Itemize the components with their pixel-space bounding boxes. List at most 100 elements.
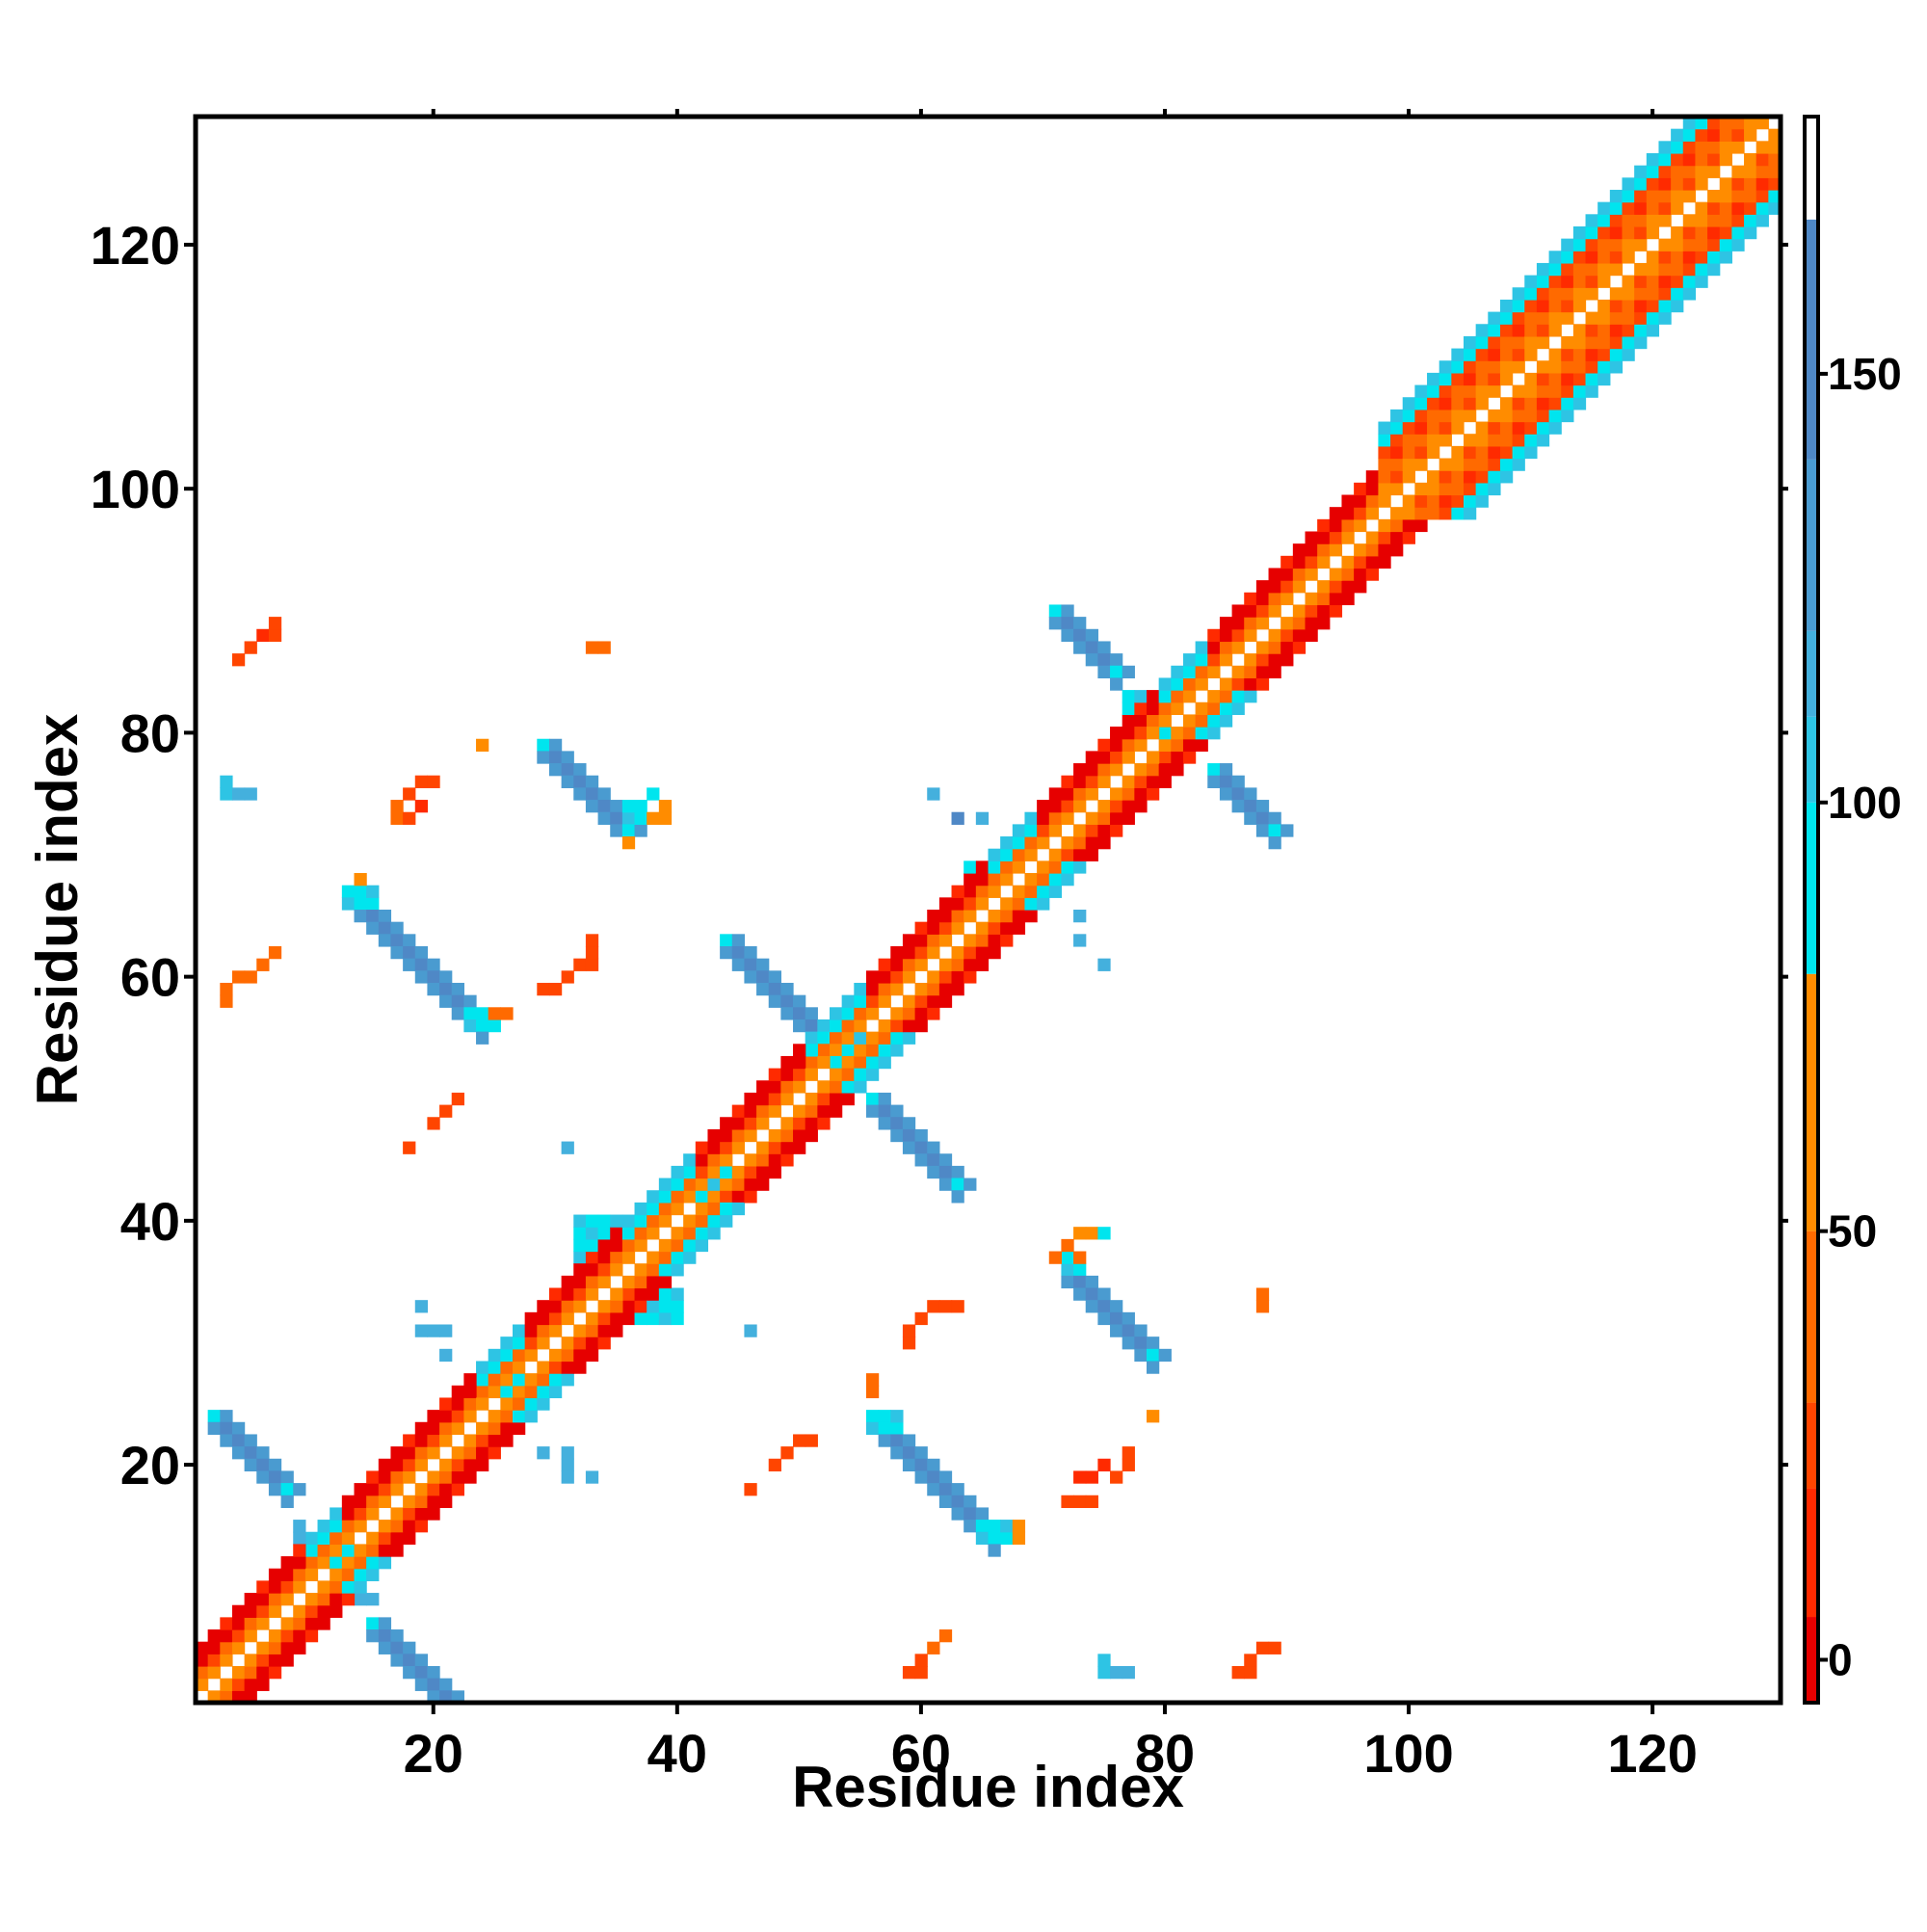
heatmap-cell bbox=[414, 958, 429, 971]
heatmap-cell bbox=[1658, 299, 1672, 313]
heatmap-cell bbox=[488, 1410, 501, 1423]
heatmap-cell bbox=[280, 1495, 294, 1509]
heatmap-cell bbox=[707, 1227, 721, 1240]
heatmap-cell bbox=[865, 982, 880, 996]
heatmap-cell bbox=[451, 1690, 464, 1704]
heatmap-cell bbox=[1402, 531, 1415, 544]
heatmap-cell bbox=[1707, 141, 1721, 154]
heatmap-cell bbox=[964, 860, 977, 874]
heatmap-cell bbox=[805, 1007, 818, 1020]
heatmap-cell bbox=[1061, 628, 1074, 643]
heatmap-cell bbox=[731, 1128, 746, 1143]
heatmap-cell bbox=[780, 994, 794, 1008]
heatmap-cell bbox=[830, 1055, 843, 1070]
heatmap-cell bbox=[1147, 690, 1160, 703]
heatmap-cell bbox=[1499, 299, 1514, 313]
heatmap-cell bbox=[1378, 555, 1391, 569]
heatmap-cell bbox=[975, 885, 990, 898]
heatmap-cell bbox=[220, 1654, 233, 1667]
heatmap-cell bbox=[1536, 324, 1550, 337]
heatmap-cell bbox=[671, 1178, 684, 1191]
heatmap-cell bbox=[720, 1165, 733, 1179]
heatmap-cell bbox=[1048, 800, 1063, 813]
heatmap-cell bbox=[1292, 543, 1307, 557]
heatmap-cell bbox=[1365, 494, 1380, 508]
heatmap-cell bbox=[463, 1410, 477, 1423]
heatmap-cell bbox=[1134, 787, 1148, 801]
heatmap-cell bbox=[1488, 445, 1501, 460]
heatmap-cell bbox=[1085, 1227, 1098, 1240]
heatmap-cell bbox=[793, 1434, 806, 1447]
heatmap-cell bbox=[1609, 238, 1623, 251]
heatmap-cell bbox=[817, 1092, 831, 1106]
heatmap-cell bbox=[573, 1263, 587, 1277]
heatmap-cell bbox=[500, 1421, 514, 1436]
heatmap-cell bbox=[902, 945, 916, 960]
heatmap-cell bbox=[902, 934, 916, 947]
heatmap-cell bbox=[390, 1520, 404, 1533]
heatmap-cell bbox=[573, 1227, 587, 1240]
heatmap-cell bbox=[720, 1153, 733, 1167]
heatmap-cell bbox=[890, 1434, 904, 1447]
heatmap-cell bbox=[1536, 397, 1550, 410]
heatmap-cell bbox=[1231, 677, 1245, 691]
heatmap-cell bbox=[720, 1128, 733, 1143]
heatmap-cell bbox=[988, 1520, 1001, 1533]
heatmap-cell bbox=[1695, 165, 1708, 178]
heatmap-cell bbox=[403, 1654, 416, 1667]
heatmap-cell bbox=[1122, 800, 1135, 813]
heatmap-cell bbox=[1268, 604, 1281, 618]
heatmap-cell bbox=[207, 1410, 221, 1423]
heatmap-cell bbox=[964, 1495, 977, 1509]
heatmap-cell bbox=[1548, 262, 1562, 277]
heatmap-cell bbox=[780, 1007, 794, 1020]
heatmap-cell bbox=[561, 775, 574, 788]
heatmap-cell bbox=[537, 1324, 550, 1337]
heatmap-cell bbox=[585, 1337, 599, 1350]
heatmap-cell bbox=[768, 970, 781, 984]
heatmap-cell bbox=[524, 1373, 538, 1387]
heatmap-cell bbox=[1658, 165, 1672, 178]
heatmap-cell bbox=[1439, 482, 1452, 496]
heatmap-cell bbox=[378, 1641, 392, 1654]
heatmap-cell bbox=[1536, 434, 1550, 447]
heatmap-cell bbox=[317, 1520, 330, 1533]
heatmap-cell bbox=[1037, 811, 1050, 825]
heatmap-cell bbox=[427, 1507, 440, 1521]
heatmap-cell bbox=[1390, 543, 1404, 557]
heatmap-cell bbox=[830, 1068, 843, 1081]
heatmap-cell bbox=[658, 1263, 673, 1277]
heatmap-cell bbox=[927, 1483, 940, 1496]
heatmap-cell bbox=[1012, 1520, 1026, 1533]
heatmap-cell bbox=[1597, 348, 1611, 361]
heatmap-cell bbox=[1061, 836, 1074, 850]
heatmap-cell bbox=[378, 1617, 392, 1630]
heatmap-cell bbox=[1097, 1654, 1111, 1667]
heatmap-cell bbox=[1097, 1311, 1111, 1326]
heatmap-cell bbox=[1341, 592, 1355, 606]
heatmap-cell bbox=[1012, 1531, 1026, 1545]
heatmap-cell bbox=[1464, 397, 1477, 410]
heatmap-cell bbox=[1622, 311, 1635, 325]
heatmap-cell bbox=[1524, 275, 1538, 288]
heatmap-cell bbox=[1561, 311, 1574, 325]
heatmap-cell bbox=[878, 1104, 891, 1118]
heatmap-cell bbox=[610, 1287, 623, 1301]
heatmap-cell bbox=[1646, 324, 1660, 337]
heatmap-cell bbox=[1000, 873, 1014, 887]
heatmap-cell bbox=[1305, 617, 1318, 630]
heatmap-cell bbox=[1354, 580, 1367, 594]
heatmap-cell bbox=[427, 1666, 440, 1680]
heatmap-cell bbox=[1609, 251, 1623, 264]
heatmap-cell bbox=[1158, 714, 1172, 728]
heatmap-cell bbox=[1768, 152, 1782, 167]
heatmap-cell bbox=[1402, 494, 1415, 508]
heatmap-cell bbox=[1731, 165, 1745, 178]
heatmap-cell bbox=[951, 970, 964, 984]
heatmap-cell bbox=[1244, 604, 1257, 618]
heatmap-cell bbox=[1122, 1666, 1135, 1680]
heatmap-cell bbox=[1354, 543, 1367, 557]
heatmap-cell bbox=[366, 1593, 380, 1606]
heatmap-cell bbox=[793, 1019, 806, 1033]
heatmap-cell bbox=[1682, 275, 1697, 288]
